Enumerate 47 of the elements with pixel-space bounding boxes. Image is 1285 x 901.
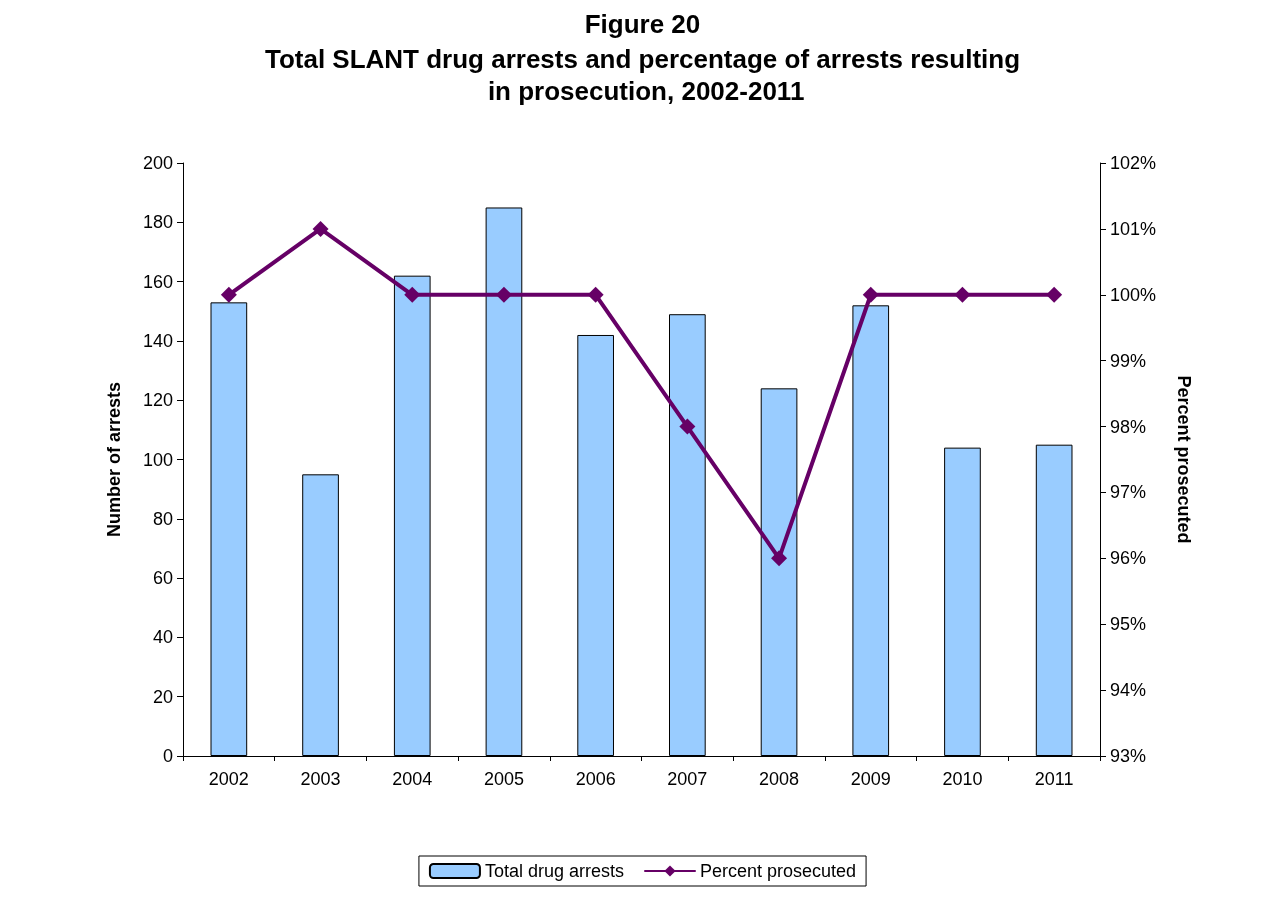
point: [312, 220, 329, 237]
x-tick-label: 2002: [208, 769, 249, 789]
legend-label: Percent prosecuted: [699, 861, 857, 881]
y-tick-label: 200: [142, 153, 173, 173]
y-tick-label: 20: [152, 686, 173, 707]
y2-tick-label: 95%: [1110, 614, 1147, 635]
x-tick-label: 2003: [300, 769, 341, 789]
chart-title: Figure 20: [584, 9, 701, 39]
y-tick-label: 140: [142, 330, 173, 351]
y2-tick-label: 97%: [1110, 482, 1147, 503]
y2-tick-label: 93%: [1110, 746, 1147, 766]
y-tick-label: 60: [152, 568, 173, 589]
chart-subtitle: Total SLANT drug arrests and percentage of arrests resulting in prosecution, 2002-2011: [264, 44, 1021, 106]
y-tick-label: 160: [142, 271, 173, 292]
x-tick-label: 2004: [392, 769, 433, 789]
y2-tick-label: 99%: [1110, 350, 1147, 371]
y2-tick-label: 102%: [1110, 153, 1157, 173]
x-tick-label: 2010: [942, 769, 983, 789]
x-tick-label: 2005: [483, 769, 524, 789]
point: [679, 418, 696, 435]
x-tick-label: 2007: [667, 769, 708, 789]
point: [862, 286, 879, 303]
y-tick-label: 80: [152, 508, 173, 529]
point: [220, 286, 237, 303]
point: [587, 286, 604, 303]
y2-tick-label: 94%: [1110, 680, 1147, 701]
y-tick-label: 0: [162, 746, 173, 766]
y2-tick-label: 100%: [1110, 284, 1157, 305]
y2-tick-label: 101%: [1110, 218, 1157, 239]
x-tick-label: 2008: [759, 769, 800, 789]
x-tick-label: 2009: [850, 769, 891, 789]
y2-tick-label: 96%: [1110, 548, 1147, 569]
point: [495, 286, 512, 303]
legend-label: Total drug arrests: [484, 861, 624, 881]
y-tick-label: 180: [142, 212, 173, 233]
y-tick-label: 40: [152, 627, 173, 648]
point: [954, 286, 971, 303]
x-tick-label: 2011: [1034, 769, 1074, 789]
y-tick-label: 100: [142, 449, 173, 470]
point: [1046, 286, 1063, 303]
y2-axis-title: Percent prosecuted: [1174, 375, 1194, 544]
y-tick-label: 120: [142, 390, 173, 411]
y-axis-title: Number of arrests: [104, 381, 124, 538]
point: [404, 286, 421, 303]
x-tick-label: 2006: [575, 769, 616, 789]
point: [771, 550, 788, 567]
y2-tick-label: 98%: [1110, 416, 1147, 437]
